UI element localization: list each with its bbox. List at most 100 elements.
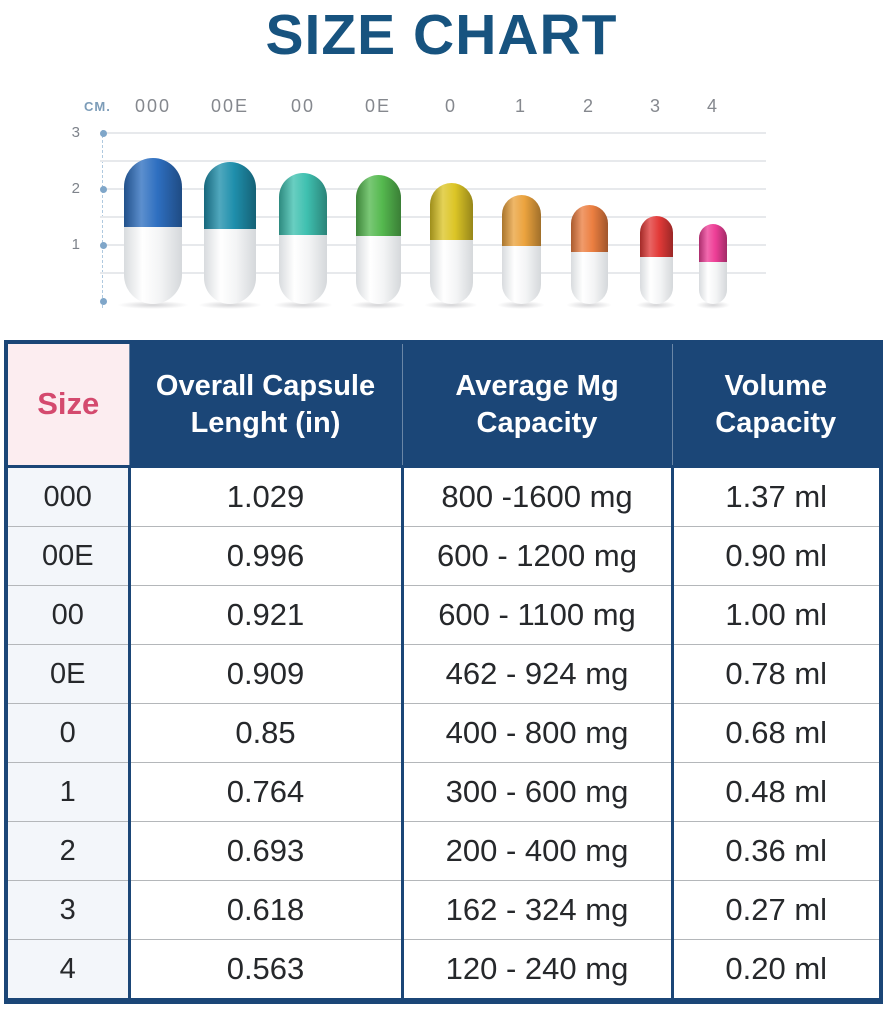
data-value-cell: 0.78 ml [670, 644, 881, 704]
data-value-cell: 1.37 ml [670, 466, 881, 527]
volume-capacity-column-header: Volume Capacity [671, 342, 881, 468]
capsule-cap [639, 216, 673, 258]
capsule-body [279, 234, 327, 304]
cm-unit-label: CM. [84, 99, 111, 114]
y-axis-line [102, 130, 103, 308]
data-value-cell: 600 - 1100 mg [400, 585, 672, 645]
capsule-0E [355, 175, 401, 304]
data-value-cell: 1.00 ml [670, 585, 881, 645]
table-row: 0 0.85 400 - 800 mg 0.68 ml [6, 703, 881, 763]
capsule-000 [124, 158, 182, 304]
table-row: 00E 0.996 600 - 1200 mg 0.90 ml [6, 526, 881, 586]
capsule-size-label: 0E [364, 96, 392, 116]
data-value-cell: 0.563 [127, 939, 402, 1001]
size-value-cell: 000 [6, 466, 129, 527]
capsule-cap [279, 173, 327, 235]
capsule-size-label: 00 [290, 96, 316, 116]
data-value-cell: 0.68 ml [670, 703, 881, 763]
data-value-cell: 0.618 [127, 880, 402, 940]
capsule-body [570, 251, 608, 304]
capsule-shadow [197, 301, 263, 309]
capsule-size-label: 0 [444, 96, 457, 116]
header-row: Size Overall Capsule Lenght (in) Average… [6, 342, 881, 468]
data-value-cell: 0.85 [127, 703, 402, 763]
axis-dot [99, 185, 107, 193]
capsule-shadow [273, 301, 333, 309]
size-table-header: Size Overall Capsule Lenght (in) Average… [6, 342, 881, 468]
data-value-cell: 462 - 924 mg [400, 644, 672, 704]
capsule-cap [124, 158, 182, 227]
axis-dot [99, 241, 107, 249]
size-value-cell: 1 [6, 762, 129, 822]
table-row: 1 0.764 300 - 600 mg 0.48 ml [6, 762, 881, 822]
size-value-cell: 4 [6, 939, 129, 1001]
size-value-cell: 0E [6, 644, 129, 704]
data-value-cell: 1.029 [127, 466, 402, 527]
data-value-cell: 0.693 [127, 821, 402, 881]
capsule-size-label: 000 [134, 96, 172, 116]
y-axis-tick-label: 3 [71, 124, 80, 141]
gridline [100, 160, 766, 162]
capsule-shadow [566, 301, 612, 309]
capsule-body [501, 246, 541, 304]
mg-capacity-column-header: Average Mg Capacity [401, 342, 672, 468]
capsule-00 [279, 173, 327, 304]
size-value-cell: 2 [6, 821, 129, 881]
table-row: 000 1.029 800 -1600 mg 1.37 ml [6, 466, 881, 527]
capsule-size-label: 2 [582, 96, 595, 116]
capsule-size-label: 00E [210, 96, 250, 116]
axis-dot [99, 129, 107, 137]
data-value-cell: 0.909 [127, 644, 402, 704]
data-value-cell: 0.27 ml [670, 880, 881, 940]
data-value-cell: 400 - 800 mg [400, 703, 672, 763]
data-value-cell: 0.48 ml [670, 762, 881, 822]
capsule-shadow [496, 301, 546, 309]
capsule-shadow [635, 301, 677, 309]
gridline [100, 132, 766, 134]
data-value-cell: 120 - 240 mg [400, 939, 672, 1001]
data-value-cell: 200 - 400 mg [400, 821, 672, 881]
capsule-body [699, 261, 727, 304]
table-row: 2 0.693 200 - 400 mg 0.36 ml [6, 821, 881, 881]
capsule-size-label: 1 [514, 96, 527, 116]
size-value-cell: 0 [6, 703, 129, 763]
capsule-chart-area: CM. 3 2 1 000 00E 00 0E 0 1 2 3 4 [0, 86, 883, 316]
data-value-cell: 162 - 324 mg [400, 880, 672, 940]
axis-dot [99, 297, 107, 305]
capsule-00E [204, 162, 256, 304]
table-row: 0E 0.909 462 - 924 mg 0.78 ml [6, 644, 881, 704]
capsule-cap [355, 175, 401, 236]
data-value-cell: 0.764 [127, 762, 402, 822]
data-value-cell: 0.36 ml [670, 821, 881, 881]
length-column-header: Overall Capsule Lenght (in) [128, 342, 402, 468]
capsule-4 [699, 224, 727, 304]
capsule-shadow [117, 301, 189, 309]
page-title: SIZE CHART [265, 3, 618, 67]
table-row: 4 0.563 120 - 240 mg 0.20 ml [6, 939, 881, 1001]
capsule-cap [429, 183, 473, 240]
capsule-3 [639, 216, 673, 304]
capsule-body [355, 235, 401, 304]
capsule-body [429, 239, 473, 304]
capsule-cap [570, 205, 608, 252]
data-value-cell: 0.996 [127, 526, 402, 586]
data-value-cell: 800 -1600 mg [400, 466, 672, 527]
data-value-cell: 600 - 1200 mg [400, 526, 672, 586]
capsule-shadow [350, 301, 406, 309]
capsule-shadow [695, 301, 731, 309]
capsule-0 [429, 183, 473, 304]
size-table-body: 000 1.029 800 -1600 mg 1.37 ml 00E 0.996 600 -… [6, 466, 881, 1001]
capsule-cap [501, 195, 541, 247]
y-axis-tick-label: 2 [71, 180, 80, 197]
data-value-cell: 300 - 600 mg [400, 762, 672, 822]
table-row: 00 0.921 600 - 1100 mg 1.00 ml [6, 585, 881, 645]
capsule-size-label: 3 [649, 96, 662, 116]
size-column-header: Size [6, 342, 129, 468]
capsule-cap [204, 162, 256, 229]
capsule-cap [699, 224, 727, 262]
table-row: 3 0.618 162 - 324 mg 0.27 ml [6, 880, 881, 940]
size-value-cell: 3 [6, 880, 129, 940]
size-table: Size Overall Capsule Lenght (in) Average… [4, 340, 883, 1004]
size-value-cell: 00 [6, 585, 129, 645]
